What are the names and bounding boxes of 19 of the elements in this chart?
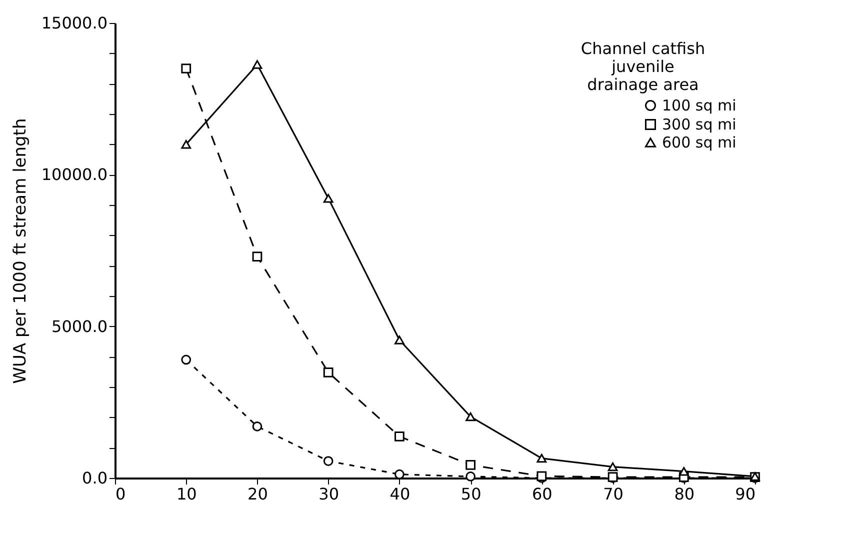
y-axis-title: WUA per 1000 ft stream length [10,118,30,384]
y-tick-label: 5000.0 [52,316,108,336]
x-tick-label: 40 [390,484,410,504]
x-tick-label: 10 [176,484,197,504]
x-tick-label: 30 [318,484,340,504]
y-tick-label: 0.0 [82,468,108,488]
x-tick-label: 60 [532,484,552,504]
y-tick-label: 15000.0 [41,14,108,32]
legend-label: 600 sq mi [662,134,736,152]
legend-title: Channel catfish juvenile drainage area [580,39,706,94]
legend-label: 100 sq mi [662,96,736,114]
x-tick-label: 70 [603,484,624,504]
y-tick-label: 10000.0 [41,165,108,184]
x-tick-label: 0 [116,484,126,504]
legend-label: 300 sq mi [662,116,736,134]
x-tick-label: 90 [735,484,756,504]
x-tick-label: 50 [460,484,482,504]
x-tick-label: 80 [674,484,695,504]
x-tick-label: 20 [248,484,268,504]
